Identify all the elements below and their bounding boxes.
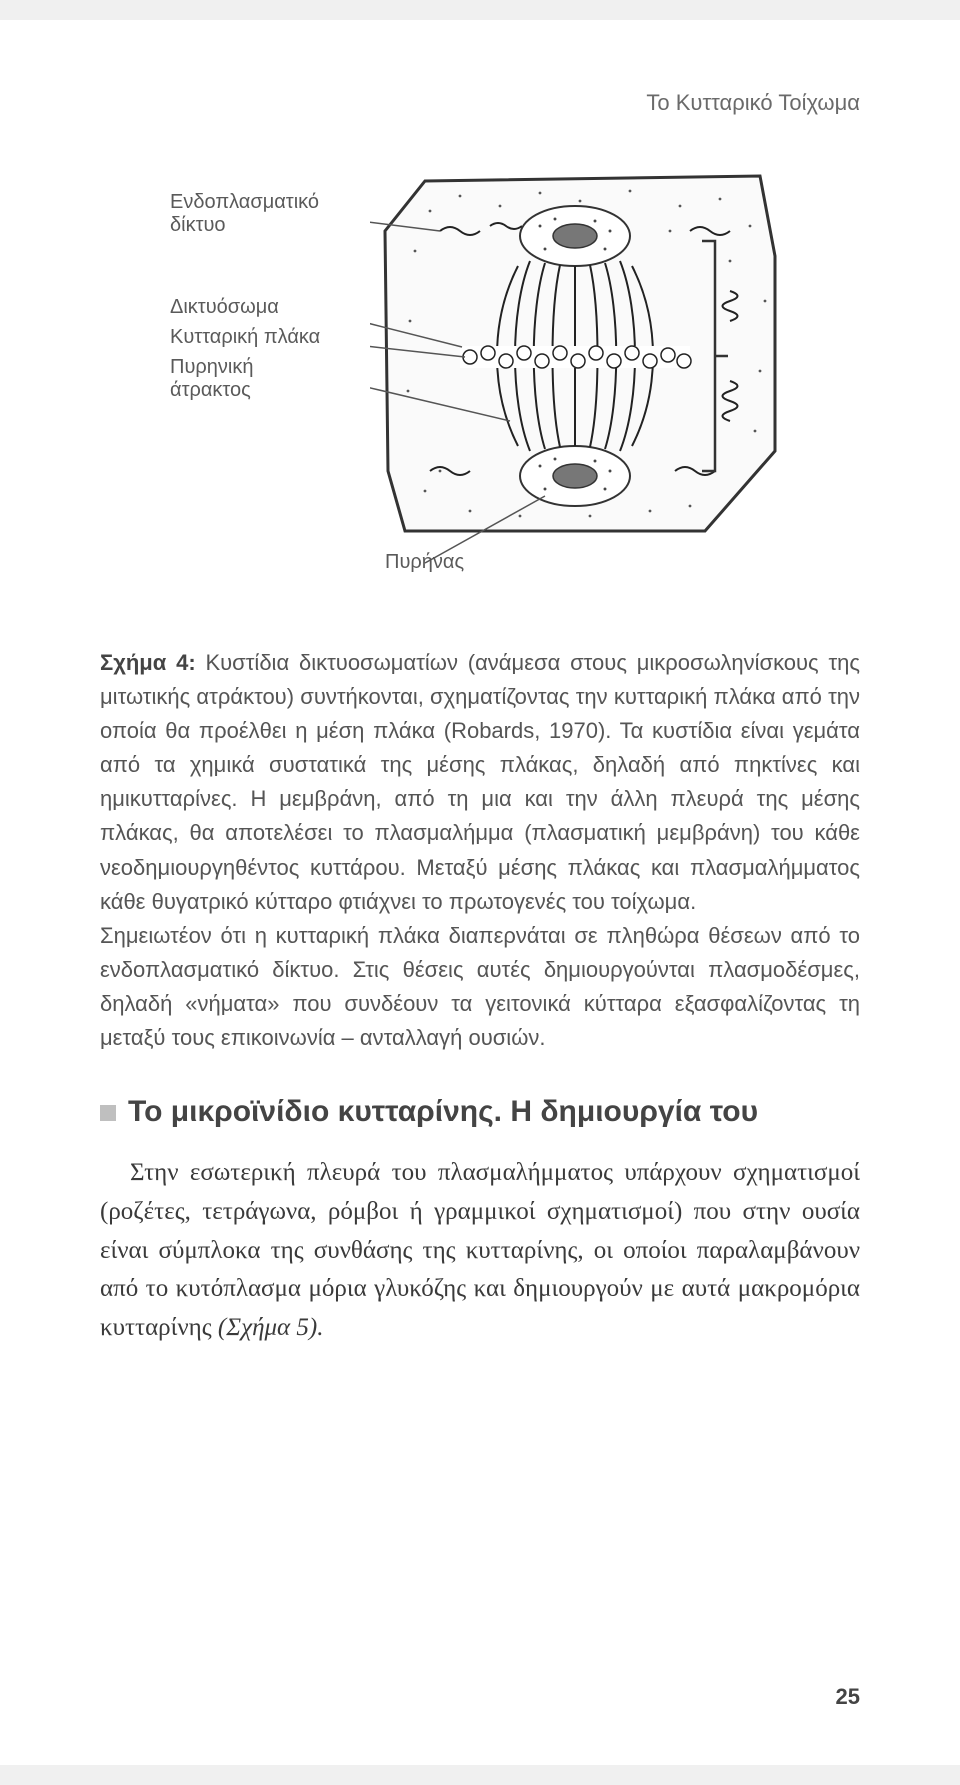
page: Το Κυτταρικό Τοίχωμα Ενδοπλασματικόδίκτυ… <box>0 20 960 1765</box>
caption-lead: Σχήμα 4: <box>100 650 196 675</box>
label-dictyosome: Δικτυόσωμα <box>170 296 279 319</box>
section-heading: Το μικροϊνίδιο κυτταρίνης. Η δημιουργία … <box>100 1095 860 1129</box>
figure-caption: Σχήμα 4: Κυστίδια δικτυοσωματίων (ανάμεσ… <box>100 646 860 1055</box>
cell-division-diagram <box>370 171 790 571</box>
body-text-1: Στην εσωτερική πλευρά του πλασμαλήμματος… <box>100 1159 860 1341</box>
running-head: Το Κυτταρικό Τοίχωμα <box>100 90 860 116</box>
figure-4: Ενδοπλασματικόδίκτυο Δικτυόσωμα Κυτταρικ… <box>100 171 860 611</box>
caption-text-1: Κυστίδια δικτυοσωματίων (ανάμεσα στους μ… <box>100 650 860 914</box>
label-cell-plate: Κυτταρική πλάκα <box>170 326 320 349</box>
section-heading-text: Το μικροϊνίδιο κυτταρίνης. Η δημιουργία … <box>128 1095 758 1129</box>
caption-text-2: Σημειωτέον ότι η κυτταρική πλάκα διαπερν… <box>100 923 860 1050</box>
body-paragraph-1: Στην εσωτερική πλευρά του πλασμαλήμματος… <box>100 1154 860 1348</box>
bullet-square-icon <box>100 1105 116 1121</box>
figure-ref: (Σχήμα 5). <box>218 1314 324 1341</box>
label-spindle: Πυρηνικήάτρακτος <box>170 356 253 402</box>
page-number: 25 <box>836 1684 860 1710</box>
label-er: Ενδοπλασματικόδίκτυο <box>170 191 319 237</box>
